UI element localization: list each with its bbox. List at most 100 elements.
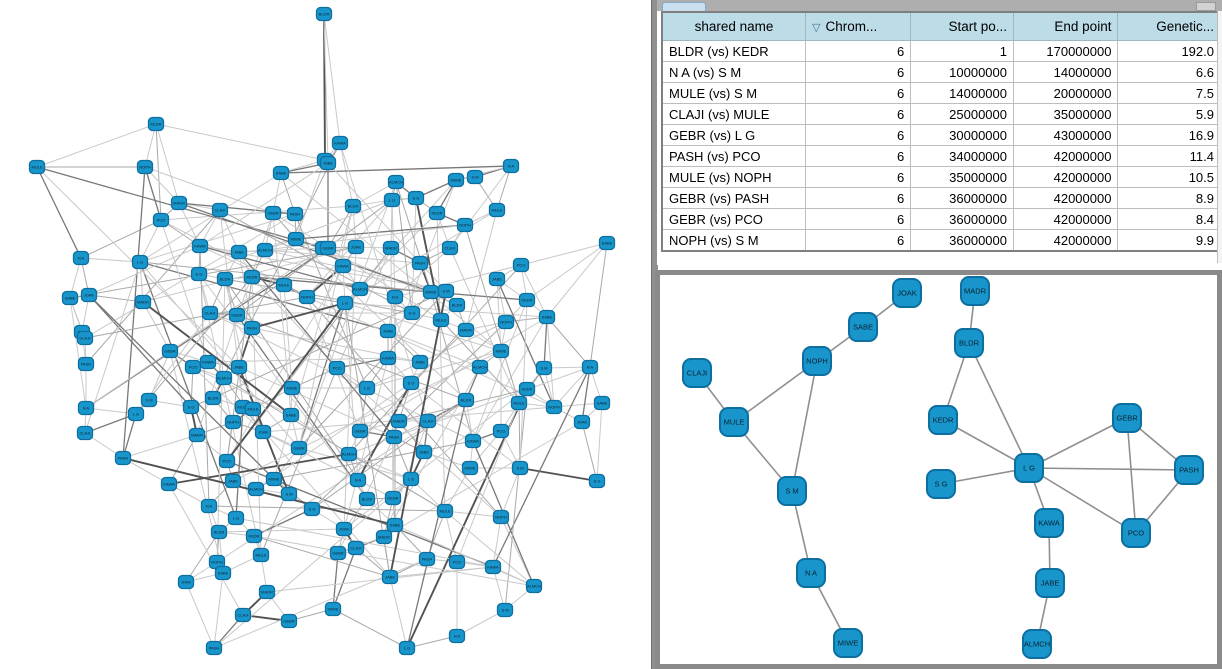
network-node[interactable]: S M bbox=[511, 460, 529, 476]
node-shape[interactable] bbox=[290, 440, 308, 456]
node-shape[interactable] bbox=[802, 346, 832, 376]
overview-network-canvas[interactable]: BLDRKEDRMULENOPHSABEJOAKMADRCLAJIGEBRPAS… bbox=[0, 0, 651, 669]
node-shape[interactable] bbox=[170, 195, 188, 211]
column-header-start-point[interactable]: Start po... bbox=[910, 11, 1014, 41]
node-shape[interactable] bbox=[347, 239, 365, 255]
network-node[interactable]: GEBR bbox=[161, 343, 179, 359]
network-node[interactable]: SABE bbox=[593, 395, 611, 411]
node-shape[interactable] bbox=[28, 159, 46, 175]
node-shape[interactable] bbox=[147, 116, 165, 132]
node-shape[interactable] bbox=[140, 392, 158, 408]
node-shape[interactable] bbox=[466, 169, 484, 185]
node-shape[interactable] bbox=[511, 460, 529, 476]
network-node[interactable]: SABE bbox=[61, 290, 79, 306]
node-shape[interactable] bbox=[598, 235, 616, 251]
network-node[interactable]: S G bbox=[190, 266, 208, 282]
network-node[interactable]: GEBR bbox=[264, 205, 282, 221]
network-node[interactable]: MULE bbox=[510, 395, 528, 411]
network-node[interactable]: L G bbox=[127, 406, 145, 422]
table-cell[interactable]: 30000000 bbox=[910, 124, 1014, 146]
node-shape[interactable] bbox=[340, 446, 358, 462]
network-node[interactable]: BLDR bbox=[358, 491, 376, 507]
network-node[interactable]: S M bbox=[466, 169, 484, 185]
network-node[interactable]: S G bbox=[182, 399, 200, 415]
node-shape[interactable] bbox=[280, 613, 298, 629]
node-shape[interactable] bbox=[1174, 455, 1204, 485]
node-shape[interactable] bbox=[432, 312, 450, 328]
network-node[interactable]: BLDR bbox=[457, 392, 475, 408]
network-node[interactable]: MULE bbox=[436, 503, 454, 519]
table-cell[interactable]: NOPH (vs) S M bbox=[661, 229, 807, 252]
node-shape[interactable] bbox=[398, 640, 416, 656]
network-node[interactable]: MULE bbox=[244, 401, 262, 417]
network-node[interactable]: MULE bbox=[275, 277, 293, 293]
node-shape[interactable] bbox=[328, 360, 346, 376]
table-cell[interactable]: 170000000 bbox=[1012, 40, 1119, 62]
network-node[interactable]: JOAK bbox=[254, 424, 272, 440]
table-cell[interactable]: 16.9 bbox=[1117, 124, 1222, 146]
network-node[interactable]: L G bbox=[358, 380, 376, 396]
column-header-chromosome[interactable]: ▽ Chrom... bbox=[805, 11, 912, 41]
node-shape[interactable] bbox=[191, 238, 209, 254]
network-node[interactable]: KEDR bbox=[518, 292, 536, 308]
network-node[interactable]: PASH bbox=[205, 640, 223, 656]
node-shape[interactable] bbox=[275, 277, 293, 293]
node-shape[interactable] bbox=[265, 471, 283, 487]
network-node[interactable]: MADR bbox=[258, 584, 276, 600]
node-shape[interactable] bbox=[719, 407, 749, 437]
network-node[interactable]: N A bbox=[448, 628, 466, 644]
table-row[interactable]: N A (vs) S M 6 10000000 14000000 6.6 bbox=[661, 61, 1222, 83]
network-node-s-g[interactable]: S G bbox=[926, 469, 956, 499]
node-shape[interactable] bbox=[386, 289, 404, 305]
node-shape[interactable] bbox=[228, 307, 246, 323]
network-node[interactable]: S G bbox=[402, 375, 420, 391]
network-node[interactable]: JABE bbox=[319, 155, 337, 171]
network-node[interactable]: MIWE bbox=[461, 460, 479, 476]
node-shape[interactable] bbox=[224, 414, 242, 430]
network-node[interactable]: L G bbox=[402, 471, 420, 487]
network-node[interactable]: N A bbox=[72, 250, 90, 266]
network-node[interactable]: ALMCH bbox=[247, 481, 265, 497]
table-row[interactable]: CLAJI (vs) MULE 6 25000000 35000000 5.9 bbox=[661, 103, 1222, 125]
network-node[interactable]: KAWA bbox=[464, 433, 482, 449]
network-node[interactable]: JOAK bbox=[573, 414, 591, 430]
network-node[interactable]: N A bbox=[581, 359, 599, 375]
node-shape[interactable] bbox=[926, 469, 956, 499]
network-node[interactable]: S G bbox=[303, 501, 321, 517]
network-node-gebr[interactable]: GEBR bbox=[1112, 403, 1142, 433]
node-shape[interactable] bbox=[358, 491, 376, 507]
node-shape[interactable] bbox=[188, 427, 206, 443]
node-shape[interactable] bbox=[381, 569, 399, 585]
network-node[interactable]: KEDR bbox=[245, 528, 263, 544]
node-shape[interactable] bbox=[234, 607, 252, 623]
node-shape[interactable] bbox=[437, 283, 455, 299]
network-node[interactable]: JOAK bbox=[177, 574, 195, 590]
network-node[interactable]: KEDR bbox=[384, 490, 402, 506]
table-row[interactable]: MULE (vs) S M 6 14000000 20000000 7.5 bbox=[661, 82, 1222, 104]
node-shape[interactable] bbox=[510, 395, 528, 411]
network-node[interactable]: ALMCH bbox=[525, 578, 543, 594]
node-shape[interactable] bbox=[349, 472, 367, 488]
node-shape[interactable] bbox=[161, 343, 179, 359]
table-cell[interactable]: 10000000 bbox=[910, 61, 1014, 83]
network-node[interactable]: CLAJI bbox=[347, 540, 365, 556]
table-scrollbar-track[interactable] bbox=[1217, 11, 1222, 263]
node-shape[interactable] bbox=[484, 559, 502, 575]
table-cell[interactable]: 42000000 bbox=[1012, 166, 1119, 188]
table-row[interactable]: BLDR (vs) KEDR 6 1 170000000 192.0 bbox=[661, 40, 1222, 62]
network-node[interactable]: S M bbox=[437, 283, 455, 299]
node-shape[interactable] bbox=[335, 521, 353, 537]
node-shape[interactable] bbox=[283, 380, 301, 396]
network-node[interactable]: NOPH bbox=[497, 314, 515, 330]
table-cell[interactable]: 14000000 bbox=[1012, 61, 1119, 83]
node-shape[interactable] bbox=[525, 578, 543, 594]
network-node[interactable]: SABE bbox=[282, 407, 300, 423]
network-node[interactable]: SABE bbox=[272, 165, 290, 181]
network-node[interactable]: GEBR bbox=[351, 423, 369, 439]
node-shape[interactable] bbox=[351, 281, 369, 297]
node-shape[interactable] bbox=[134, 294, 152, 310]
network-node-sabe[interactable]: SABE bbox=[848, 312, 878, 342]
node-shape[interactable] bbox=[201, 305, 219, 321]
network-node[interactable]: JABE bbox=[381, 569, 399, 585]
node-shape[interactable] bbox=[205, 640, 223, 656]
